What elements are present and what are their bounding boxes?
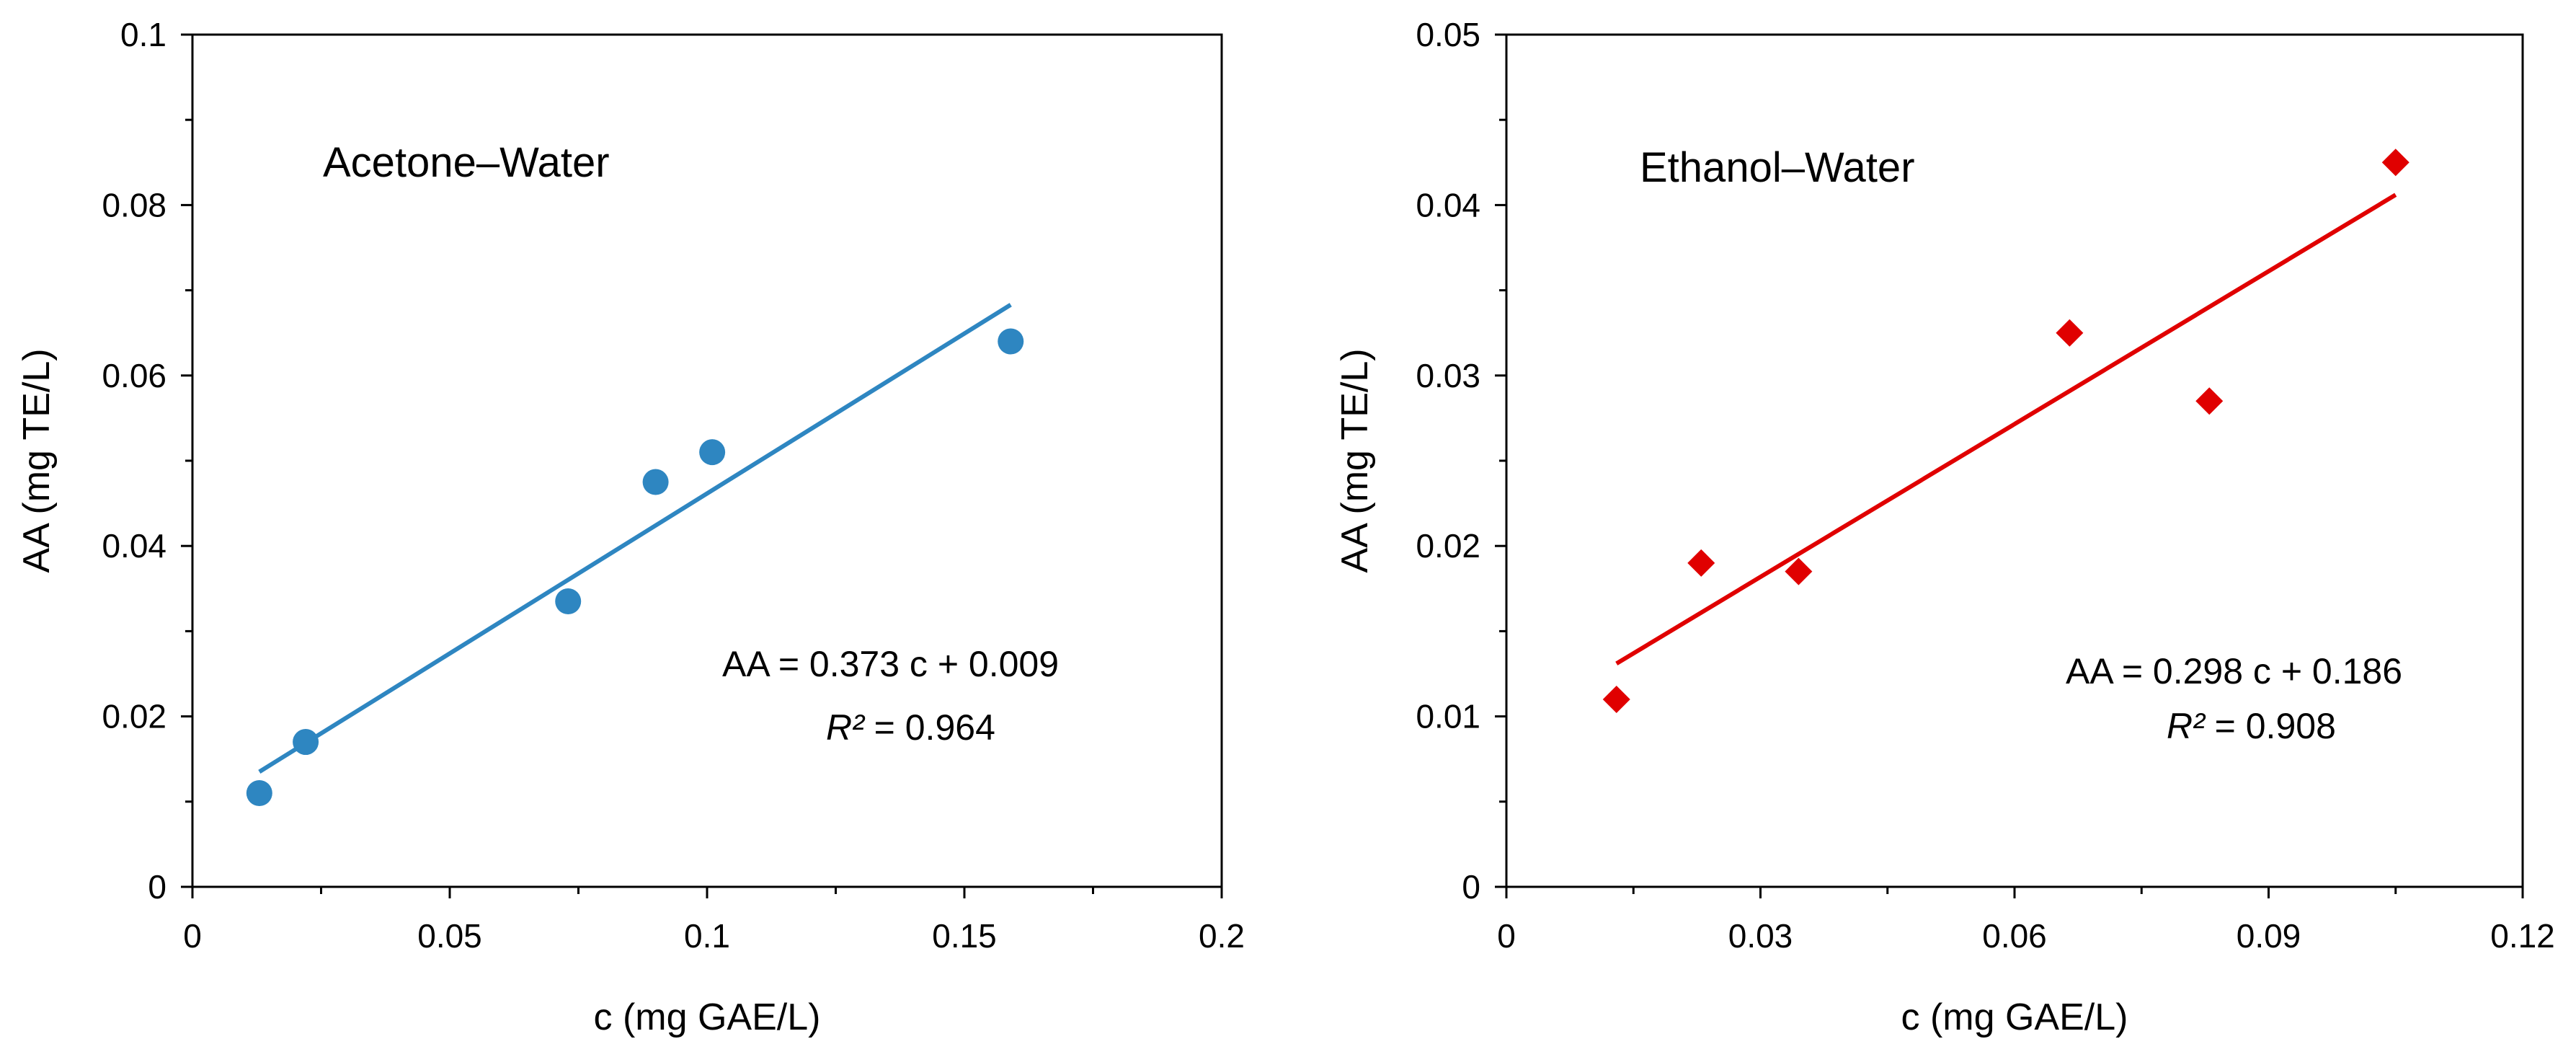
r-squared: R² = 0.908 bbox=[2167, 706, 2336, 746]
y-tick-label: 0.1 bbox=[120, 16, 166, 53]
data-point bbox=[1602, 685, 1630, 713]
x-tick-label: 0.03 bbox=[1728, 917, 1793, 955]
data-points bbox=[1602, 149, 2410, 713]
y-axis-title: AA (mg TE/L) bbox=[16, 348, 58, 572]
x-tick-label: 0.1 bbox=[684, 917, 730, 955]
y-tick-label: 0.08 bbox=[102, 186, 166, 224]
y-tick-labels: 0 0.01 0.02 0.03 0.04 0.05 bbox=[1416, 16, 1480, 906]
data-point bbox=[2381, 149, 2410, 177]
data-point bbox=[1785, 557, 1813, 585]
data-point bbox=[293, 729, 319, 756]
data-point bbox=[246, 779, 272, 806]
x-tick-label: 0.05 bbox=[417, 917, 482, 955]
data-points bbox=[246, 328, 1024, 806]
chart-ethanol-water: 00.010.020.030.040.05 0 0.03 0.06 0.09 0.12 … bbox=[1334, 16, 2555, 1038]
y-tick-label: 0.05 bbox=[1416, 16, 1480, 53]
y-tick-label: 0.01 bbox=[1416, 698, 1480, 735]
r-squared-label: R² bbox=[826, 707, 866, 748]
data-point bbox=[642, 469, 669, 495]
panel-title: Ethanol–Water bbox=[1640, 144, 1915, 191]
y-tick-label: 0.04 bbox=[102, 527, 166, 565]
axis-ticks bbox=[1495, 33, 2524, 898]
data-point bbox=[2056, 319, 2084, 347]
x-tick-label: 0 bbox=[1497, 917, 1516, 955]
r-squared: R² = 0.964 bbox=[826, 707, 995, 748]
panel-title: Acetone–Water bbox=[323, 139, 610, 186]
x-tick-label: 0.2 bbox=[1199, 917, 1245, 955]
x-axis-title: c (mg GAE/L) bbox=[1901, 996, 2128, 1038]
x-tick-labels: 0 0.03 0.06 0.09 0.12 bbox=[1497, 917, 2555, 955]
data-point bbox=[2195, 387, 2224, 415]
r-squared-value: = 0.964 bbox=[864, 707, 995, 748]
y-tick-label: 0 bbox=[148, 868, 166, 906]
axis-ticks bbox=[181, 33, 1223, 898]
y-axis-title: AA (mg TE/L) bbox=[1334, 348, 1376, 572]
r-squared-value: = 0.908 bbox=[2205, 706, 2336, 746]
y-tick-label: 0.06 bbox=[102, 357, 166, 394]
x-axis-title: c (mg GAE/L) bbox=[594, 996, 821, 1038]
chart-acetone-water: 0 0.02 0.04 0.06 0.08 0.1 0 0.05 0.1 0.15 0.2 Ace… bbox=[16, 16, 1245, 1038]
y-tick-label: 0.03 bbox=[1416, 357, 1480, 394]
r-squared-label: R² bbox=[2167, 706, 2206, 746]
y-tick-labels: 0 0.02 0.04 0.06 0.08 0.1 bbox=[102, 16, 166, 906]
x-tick-label: 0.15 bbox=[932, 917, 997, 955]
regression-equation: AA = 0.298 c + 0.186 bbox=[2066, 651, 2402, 691]
x-tick-label: 0.12 bbox=[2490, 917, 2555, 955]
trendline bbox=[1615, 193, 2397, 665]
data-point bbox=[998, 328, 1024, 355]
data-point bbox=[699, 439, 726, 466]
x-tick-labels: 0 0.05 0.1 0.15 0.2 bbox=[183, 917, 1245, 955]
regression-equation: AA = 0.373 c + 0.009 bbox=[722, 644, 1059, 684]
data-point bbox=[555, 588, 582, 615]
x-tick-label: 0.06 bbox=[1982, 917, 2047, 955]
x-tick-label: 0.09 bbox=[2237, 917, 2301, 955]
trendline bbox=[258, 303, 1012, 774]
y-tick-label: 0.02 bbox=[102, 698, 166, 735]
y-tick-label: 0.04 bbox=[1416, 186, 1480, 224]
data-point bbox=[1687, 549, 1715, 577]
y-tick-label: 0 bbox=[1462, 868, 1480, 906]
y-tick-label: 0.02 bbox=[1416, 527, 1480, 565]
x-tick-label: 0 bbox=[183, 917, 202, 955]
